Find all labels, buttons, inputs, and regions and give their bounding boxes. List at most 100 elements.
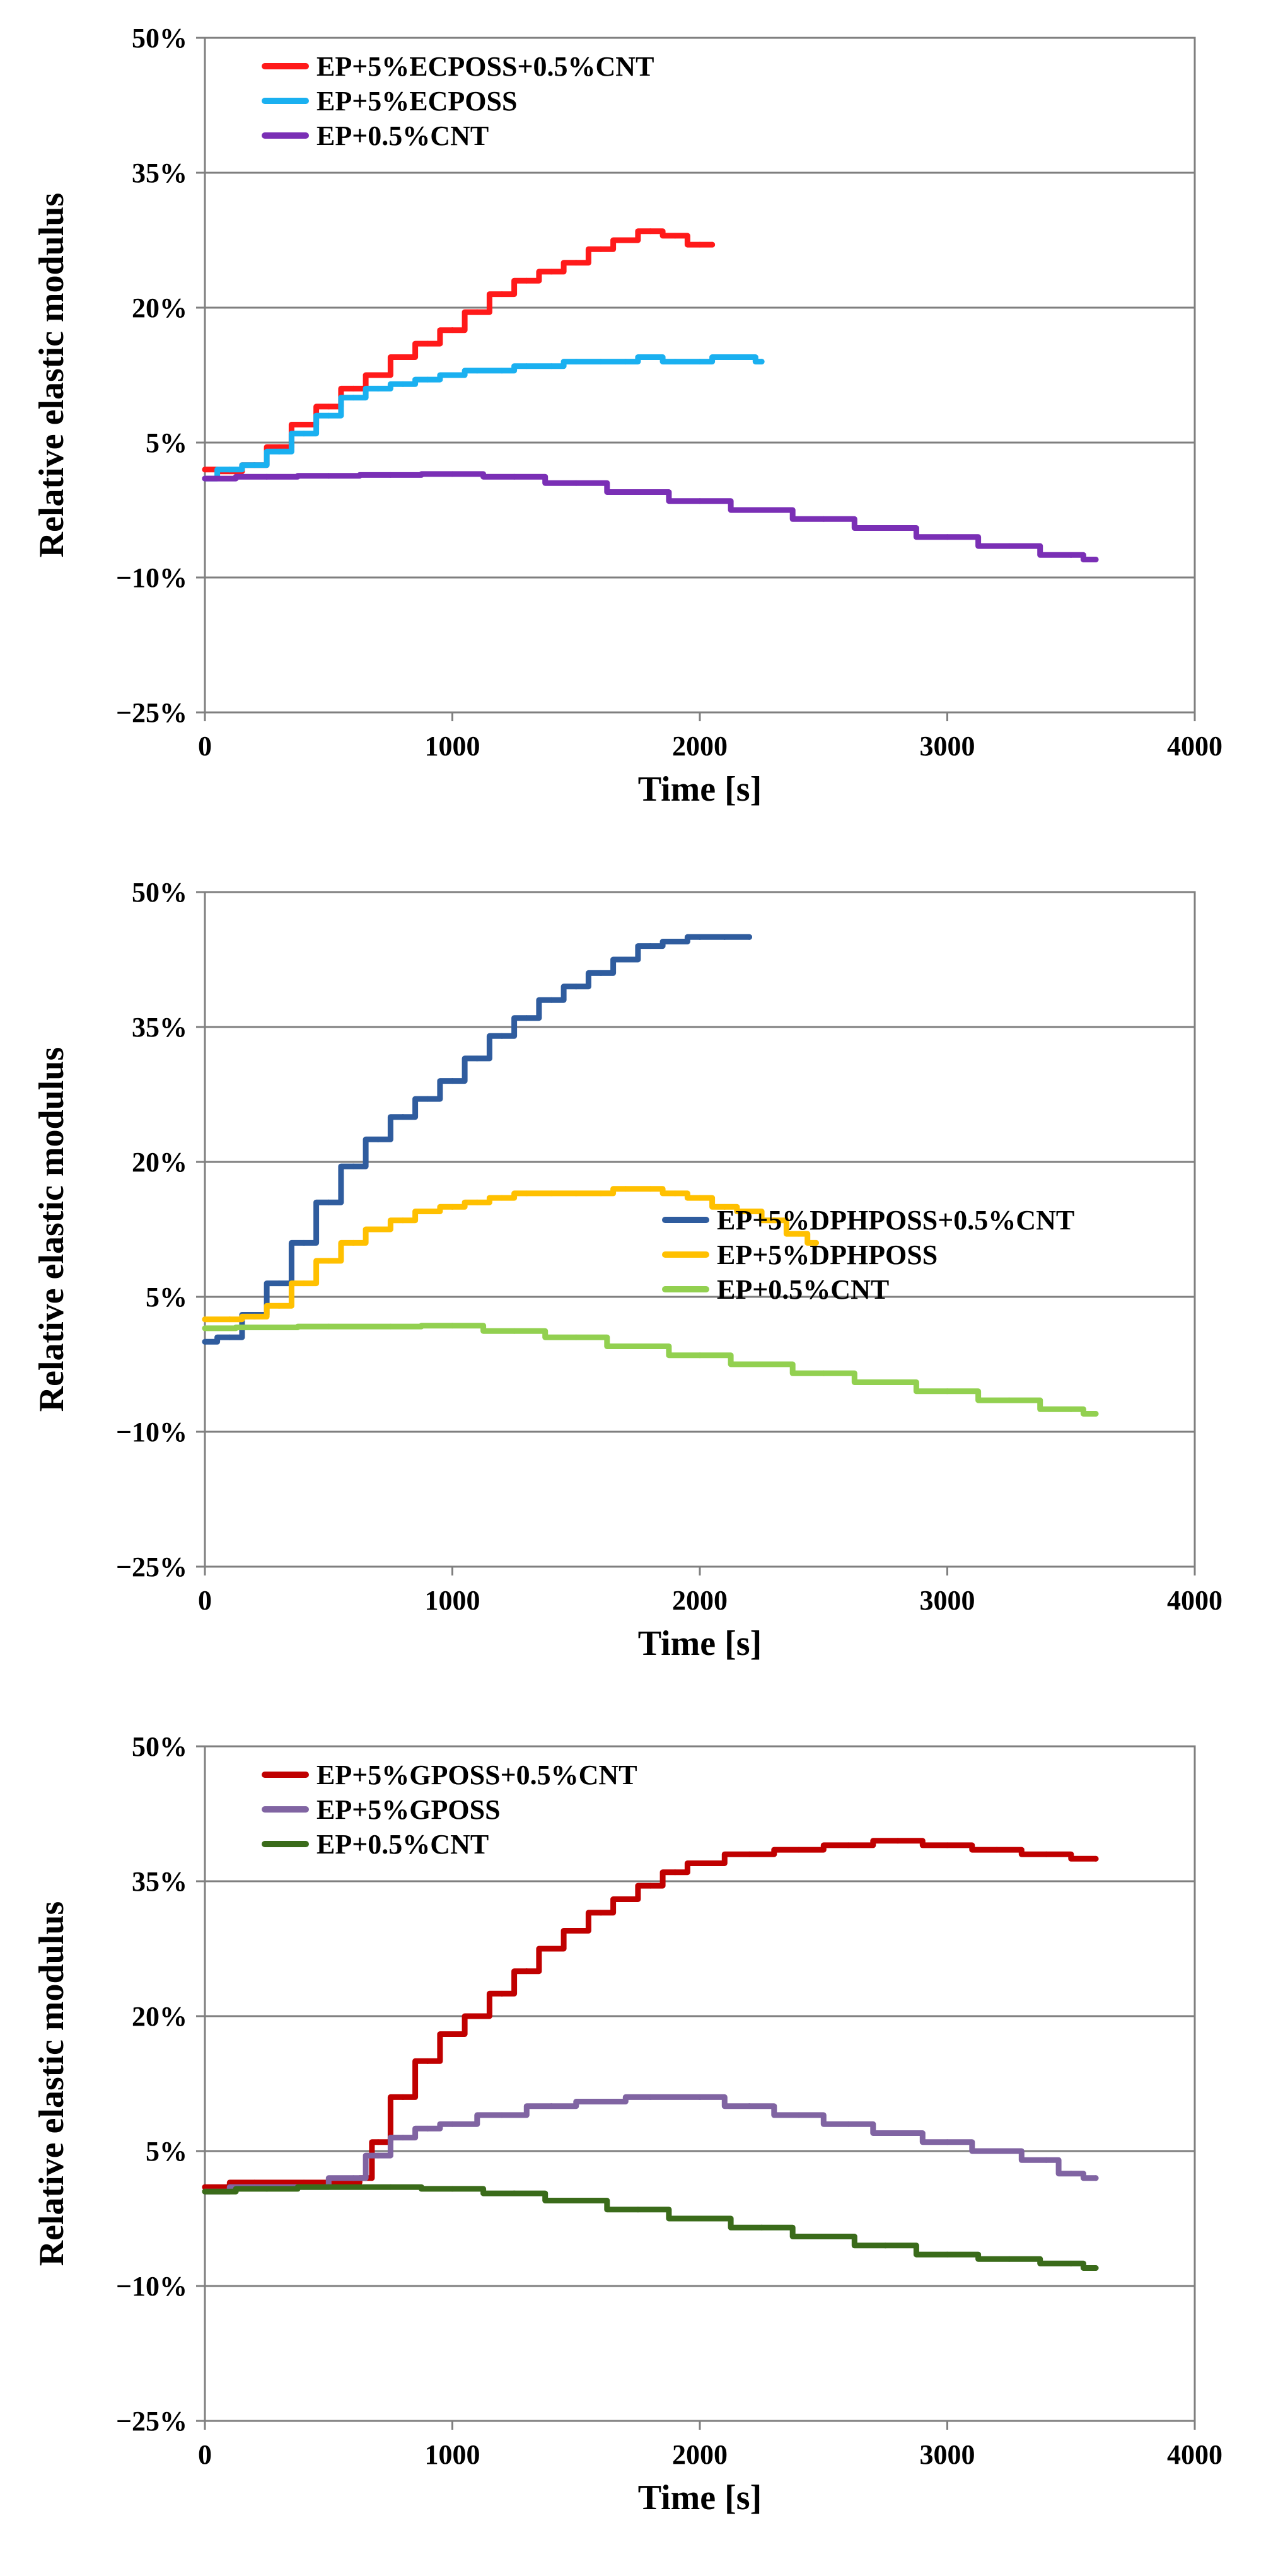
data-point (400, 2094, 406, 2100)
data-point (648, 943, 653, 949)
data-point (549, 269, 554, 275)
x-tick-label: 0 (198, 1585, 212, 1616)
data-point (697, 2094, 703, 2100)
data-point (1093, 2265, 1099, 2271)
data-point (944, 2139, 950, 2145)
data-point (573, 260, 579, 266)
data-point (499, 1990, 505, 1997)
data-point (746, 2103, 752, 2109)
data-point (882, 2242, 888, 2249)
data-point (1043, 1851, 1049, 1857)
data-point (845, 2121, 851, 2127)
x-tick-label: 4000 (1167, 1585, 1222, 1616)
data-point (511, 473, 518, 480)
data-point (325, 403, 332, 410)
data-point (450, 2031, 455, 2038)
data-point (202, 2184, 208, 2190)
y-tick-label: 50% (132, 877, 187, 908)
y-axis-title: Relative elastic modulus (32, 193, 71, 558)
data-point (511, 2190, 518, 2196)
data-point (635, 2207, 641, 2213)
legend-label: EP+5%ECPOSS (316, 86, 517, 117)
data-point (549, 997, 554, 1003)
data-point (400, 1217, 406, 1224)
legend-label: EP+5%DPHPOSS (717, 1239, 938, 1270)
y-tick-label: 50% (132, 1731, 187, 1762)
data-point (672, 359, 678, 365)
data-point (709, 241, 716, 248)
series-line-1 (202, 934, 752, 1345)
data-point (635, 489, 641, 495)
data-point (648, 1883, 653, 1889)
data-point (351, 2175, 356, 2181)
x-tick-label: 2000 (672, 2439, 728, 2470)
data-point (474, 1199, 480, 1205)
y-tick-label: 50% (132, 23, 187, 54)
data-point (325, 473, 332, 479)
data-point (276, 444, 282, 450)
data-point (697, 2215, 703, 2222)
series-line-3 (202, 2184, 1099, 2271)
data-point (202, 1338, 208, 1345)
data-point (573, 1334, 579, 1340)
y-tick-label: 20% (132, 1147, 187, 1178)
data-point (252, 1313, 257, 1320)
data-point (226, 1316, 233, 1323)
data-point (264, 473, 270, 480)
data-point (622, 359, 629, 365)
y-tick-label: −25% (116, 2406, 187, 2437)
data-point (697, 1860, 703, 1866)
data-point (400, 354, 406, 360)
data-point (994, 2148, 1000, 2154)
data-point (511, 1328, 518, 1334)
y-tick-label: 5% (146, 2136, 187, 2167)
x-tick-label: 3000 (920, 731, 975, 762)
data-point (202, 475, 208, 482)
data-point (400, 1114, 406, 1120)
x-tick-label: 1000 (425, 2439, 480, 2470)
data-point (549, 1946, 554, 1952)
data-point (598, 359, 604, 365)
data-point (1068, 552, 1074, 558)
data-point (474, 1055, 480, 1062)
data-point (771, 1217, 777, 1224)
y-tick-label: −10% (116, 1417, 187, 1448)
data-point (549, 363, 554, 369)
x-tick-label: 4000 (1167, 731, 1222, 762)
series-line-3 (202, 471, 1099, 562)
data-point (944, 1842, 950, 1848)
data-point (746, 934, 752, 940)
data-point (325, 1258, 332, 1264)
data-point (721, 934, 728, 940)
data-point (721, 1204, 728, 1210)
data-point (301, 1280, 307, 1287)
data-point (450, 1204, 455, 1210)
x-tick-label: 4000 (1167, 2439, 1222, 2470)
data-point (375, 372, 381, 378)
data-point (226, 467, 233, 473)
data-point (424, 1096, 431, 1102)
data-point (944, 2251, 950, 2258)
data-point (622, 237, 629, 243)
data-point (1006, 543, 1013, 549)
x-tick-label: 1000 (425, 731, 480, 762)
data-point (648, 228, 653, 235)
data-point (672, 233, 678, 239)
data-point (845, 1842, 851, 1848)
data-point (499, 291, 505, 298)
data-point (523, 277, 530, 284)
data-point (697, 1195, 703, 1201)
data-point (758, 2224, 765, 2231)
data-point (450, 372, 455, 378)
data-point (994, 1847, 1000, 1853)
data-point (1068, 2260, 1074, 2266)
data-point (523, 363, 530, 369)
y-tick-label: 35% (132, 158, 187, 189)
data-point (202, 467, 208, 473)
data-point (895, 1838, 901, 1844)
chart-panel-2: −25% −10% 5% 20% 35% 50% 0 1000 2000 3000 4000 Time… (32, 877, 1222, 1663)
data-point (424, 2125, 431, 2132)
y-tick-label: −10% (116, 562, 187, 593)
